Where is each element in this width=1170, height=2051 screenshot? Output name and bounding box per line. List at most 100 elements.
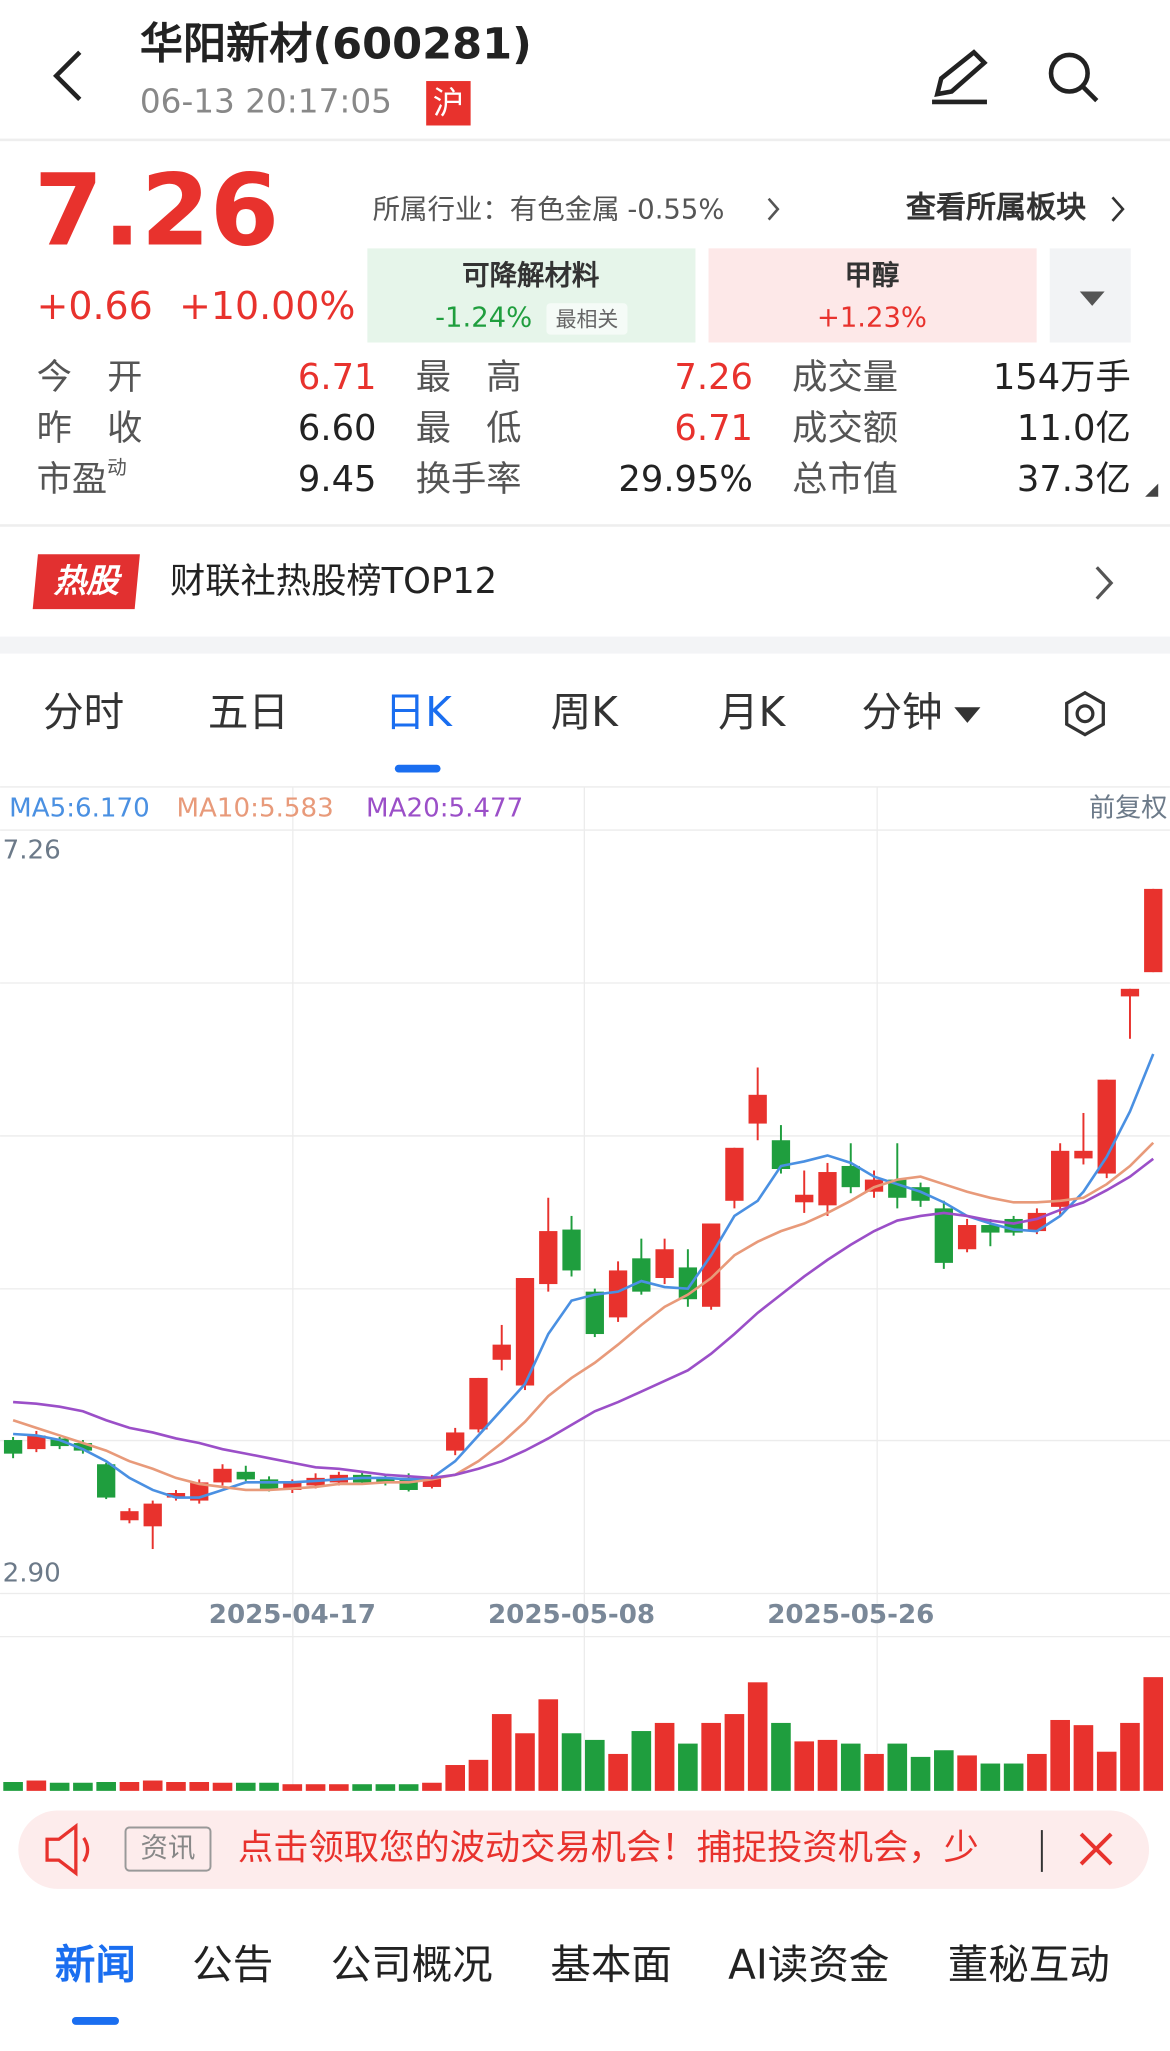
- candle-body: [446, 1432, 465, 1451]
- content-tab[interactable]: AI读资金: [728, 1940, 889, 1988]
- ma-line: [13, 1157, 1155, 1480]
- board-change: +1.23%: [817, 302, 927, 333]
- industry-name: 有色金属: [510, 194, 620, 225]
- period-tab[interactable]: 分钟: [861, 688, 942, 736]
- volume-bar: [817, 1739, 838, 1791]
- volume-bar: [445, 1765, 465, 1791]
- hot-text[interactable]: 财联社热股榜TOP12: [170, 561, 497, 602]
- volume-bar: [934, 1750, 954, 1791]
- board-tag-bg: [546, 303, 628, 335]
- volume-bar: [608, 1753, 628, 1791]
- volume-bar: [305, 1784, 326, 1791]
- board-card[interactable]: [367, 248, 696, 343]
- candle-body: [957, 1225, 977, 1250]
- volume-bar: [119, 1782, 140, 1791]
- candle-body: [3, 1440, 23, 1454]
- period-tabs: 分时 五日 日K 周K 月K 分钟: [43, 688, 942, 736]
- candle-body: [376, 1477, 395, 1483]
- candle-body: [97, 1464, 116, 1498]
- content-tab[interactable]: 新闻: [55, 1940, 136, 1988]
- candle-body: [259, 1479, 279, 1490]
- volume-bar: [515, 1733, 535, 1791]
- expand-corner[interactable]: [1145, 483, 1159, 497]
- stat-label: 昨 收: [37, 408, 143, 449]
- stat-value: 7.26: [674, 357, 753, 398]
- ma-legend: MA5:6.170: [9, 794, 150, 824]
- volume-bar: [96, 1782, 116, 1791]
- ma-legend: MA10:5.583: [176, 794, 333, 824]
- candle-body: [655, 1249, 674, 1279]
- industry[interactable]: 所属行业：有色金属 -0.55%: [373, 194, 725, 225]
- board-name: 甲醇: [844, 260, 899, 292]
- period-tab[interactable]: 日K: [385, 688, 454, 736]
- edit-icon[interactable]: [932, 49, 988, 105]
- close-button[interactable]: [1079, 1832, 1113, 1866]
- volume-bar: [1096, 1751, 1117, 1791]
- y-tick-label: 7.26: [3, 835, 61, 865]
- content-tab[interactable]: 公司概况: [331, 1940, 493, 1988]
- exchange-label: 沪: [433, 86, 464, 122]
- x-tick-label: 2025-05-26: [767, 1600, 934, 1630]
- stat-value: 6.71: [298, 357, 377, 398]
- chevron: [767, 197, 780, 221]
- search-icon[interactable]: [1048, 52, 1099, 103]
- section-gap: [0, 636, 1170, 654]
- volume-bar: [212, 1782, 233, 1791]
- volume-bar: [375, 1784, 396, 1791]
- period-tab[interactable]: 周K: [551, 688, 620, 736]
- candle-body: [888, 1179, 907, 1198]
- dropdown-icon: [1079, 291, 1105, 306]
- period-tab[interactable]: 五日: [208, 688, 289, 736]
- volume-bar: [259, 1782, 279, 1791]
- volume-bar: [189, 1782, 210, 1791]
- candle-body: [1144, 888, 1163, 973]
- board-tag: 最相关: [556, 307, 619, 331]
- board-card[interactable]: [708, 248, 1037, 343]
- stat-label: 最 高: [416, 357, 522, 398]
- content-tab[interactable]: 基本面: [550, 1940, 672, 1988]
- period-tab[interactable]: 分时: [43, 688, 124, 736]
- content-tab[interactable]: 公告: [192, 1940, 273, 1988]
- volume-bar: [1003, 1763, 1024, 1791]
- period-tab[interactable]: 月K: [718, 688, 787, 736]
- volume-bar: [282, 1784, 303, 1791]
- industry-change: -0.55%: [627, 194, 724, 225]
- volume-bar: [678, 1743, 698, 1791]
- candle-body: [50, 1438, 69, 1447]
- volume-bar: [585, 1739, 605, 1791]
- candle-body: [841, 1165, 860, 1188]
- volume-bar: [398, 1784, 419, 1791]
- volume-bar: [1027, 1753, 1047, 1791]
- adjust-mode[interactable]: 前复权: [1089, 794, 1167, 824]
- candle-body: [143, 1503, 162, 1527]
- stat-label-sup: 动: [107, 455, 127, 478]
- candle-body: [748, 1094, 767, 1124]
- volume-bar: [3, 1782, 23, 1791]
- hot-badge: [32, 554, 140, 610]
- news-banner[interactable]: [18, 1810, 1150, 1889]
- price-change-pct: +10.00%: [179, 284, 355, 328]
- candle-body: [213, 1468, 232, 1483]
- settings-icon[interactable]: [1065, 690, 1105, 737]
- stat-value: 154万手: [993, 357, 1131, 398]
- hot-badge-label: 热股: [53, 562, 123, 600]
- volume-bar: [771, 1722, 791, 1791]
- tab-underline: [394, 764, 441, 773]
- divider: [0, 138, 1170, 142]
- back-button[interactable]: [53, 50, 82, 101]
- content-tab[interactable]: 董秘互动: [948, 1940, 1110, 1988]
- volume-bar: [166, 1782, 186, 1791]
- stat-label-text: 最 高: [416, 357, 522, 398]
- candle-body: [632, 1258, 651, 1292]
- price-change: +0.66: [37, 284, 153, 328]
- candle-body: [818, 1172, 837, 1206]
- volume-bar: [794, 1741, 815, 1791]
- candle-body: [166, 1493, 186, 1498]
- price: 7.26: [34, 153, 279, 268]
- stat-label: 最 低: [416, 408, 522, 449]
- chart-grid: [0, 786, 1170, 1791]
- sector-link[interactable]: 查看所属板块: [906, 191, 1086, 226]
- banner-text[interactable]: 点击领取您的波动交易机会！捕捉投资机会，少: [238, 1828, 979, 1869]
- tab-underline: [71, 2017, 119, 2025]
- volume-bar: [864, 1753, 884, 1791]
